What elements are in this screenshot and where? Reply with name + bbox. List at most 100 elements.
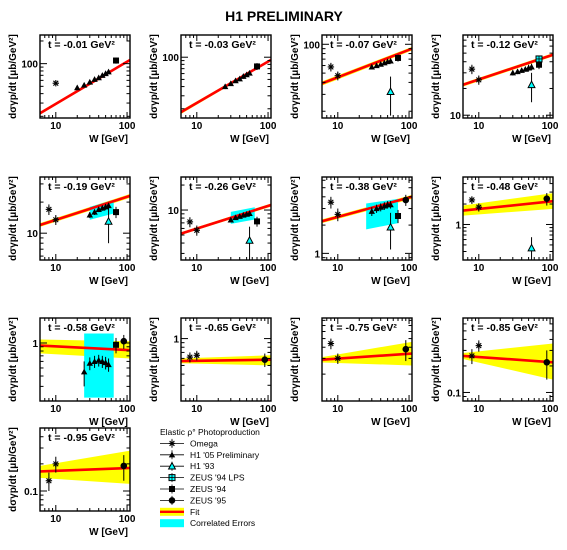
x-tick-label: 100 [119,404,136,415]
data-point [105,358,112,372]
data-point [327,338,335,350]
data-point [74,84,81,91]
x-axis: 10 100 [462,177,559,274]
y-axis-label: dσγp/dt [μb/GeV²] [149,317,160,402]
data-point [543,350,551,380]
data-point [527,72,536,103]
data-point [45,204,53,216]
plot-area [181,350,271,368]
data-point [91,208,98,216]
x-axis: 10 100 [180,318,277,415]
data-point [475,203,483,212]
data-point [368,207,375,216]
y-axis: 1 [173,335,271,402]
y-axis: 1 [32,317,130,402]
x-axis: 10 100 [321,35,418,132]
page-title: H1 PRELIMINARY [225,8,343,24]
x-tick-label: 10 [473,404,485,415]
x-axis: 10 100 [180,177,277,274]
x-tick-label: 100 [401,121,418,132]
data-point [395,209,402,224]
legend-label: H1 '05 Preliminary [190,450,260,460]
x-tick-label: 100 [260,121,277,132]
plot-area [181,58,271,114]
y-axis: 100 [303,40,412,112]
y-axis-label: dσγp/dt [μb/GeV²] [8,427,19,512]
plot-area [463,340,553,380]
legend-label: ZEUS '94 [190,484,226,494]
data-point [386,76,395,116]
data-point [402,194,410,206]
x-axis-label: W [GeV] [89,276,128,287]
data-point [395,54,402,62]
plot-area [322,46,412,116]
data-point [240,73,247,79]
data-point [227,216,234,223]
y-axis-label: dσγp/dt [μb/GeV²] [290,176,301,261]
data-point [261,353,269,368]
data-point [475,340,483,352]
fit-line [463,354,553,364]
panel-8: 10 100 1 t = -0.48 GeV² W [GeV] dσγp/dt [μb/G… [431,176,559,287]
legend-item-fit: Fit [160,507,200,517]
x-axis-label: W [GeV] [512,134,551,145]
t-value-label: t = -0.48 GeV² [471,181,538,193]
panel-7: 10 100 1 t = -0.38 GeV² W [GeV] dσγp/dt [μb/G… [290,176,418,287]
y-axis-label: dσγp/dt [μb/GeV²] [8,317,19,402]
correlated-error-band [366,198,399,230]
panel-frame [39,34,131,119]
legend-title: Elastic ρ° Photoproduction [160,427,260,437]
legend-label: Omega [190,438,218,448]
t-value-label: t = -0.65 GeV² [189,322,256,334]
panel-11: 10 100 t = -0.75 GeV² W [GeV] dσγp/dt [μb/Ge… [290,317,418,428]
data-point [95,354,102,367]
x-axis: 10 100 [180,35,277,132]
y-axis-label: dσγp/dt [μb/GeV²] [8,34,19,119]
data-point [387,201,394,209]
x-tick-label: 100 [119,263,136,274]
legend-item-omega: Omega [160,438,218,448]
y-tick-label: 0.1 [447,388,461,399]
plot-area [322,194,412,250]
y-tick-label: 100 [162,53,179,64]
panel-1: 10 100 100 t = -0.01 GeV² W [GeV] dσγp/dt [μb… [8,34,136,145]
fit-error-band [40,450,130,484]
panel-5: 10 100 10 t = -0.19 GeV² W [GeV] dσγp/dt [μb/… [8,176,136,287]
plot-area [40,450,130,492]
panel-frame [321,317,413,402]
y-axis-label: dσγp/dt [μb/GeV²] [431,317,442,402]
t-value-label: t = -0.95 GeV² [48,432,115,444]
data-point [543,193,551,206]
legend-swatch [160,519,184,528]
data-point [227,80,234,87]
data-point [52,456,60,473]
x-axis-label: W [GeV] [371,134,410,145]
y-tick-label: 10 [168,206,180,217]
panel-frame [180,34,272,119]
x-axis-label: W [GeV] [89,134,128,145]
fit-line [40,344,130,352]
x-tick-label: 100 [401,263,418,274]
data-point [113,206,120,219]
y-axis: 100 [21,40,130,117]
fit-line [322,195,412,223]
y-axis: 1 [455,176,553,261]
legend-item-zeus-94: ZEUS '94 [160,484,226,494]
legend-label: Fit [190,507,200,517]
data-point [387,57,394,64]
data-point [334,208,342,222]
data-point [221,83,229,90]
data-point [254,63,261,71]
plot-area [463,53,553,103]
legend-label: H1 '93 [190,461,215,471]
data-point [246,210,253,217]
data-point [91,76,98,82]
data-point [45,472,53,492]
fit-error-band [322,341,412,366]
y-tick-label: 100 [303,40,320,51]
x-axis-label: W [GeV] [89,417,128,428]
data-point [102,356,109,370]
panel-13: 10 100 0.1 t = -0.95 GeV² W [GeV] dσγp/dt [μb… [8,427,136,538]
data-point [468,349,476,365]
